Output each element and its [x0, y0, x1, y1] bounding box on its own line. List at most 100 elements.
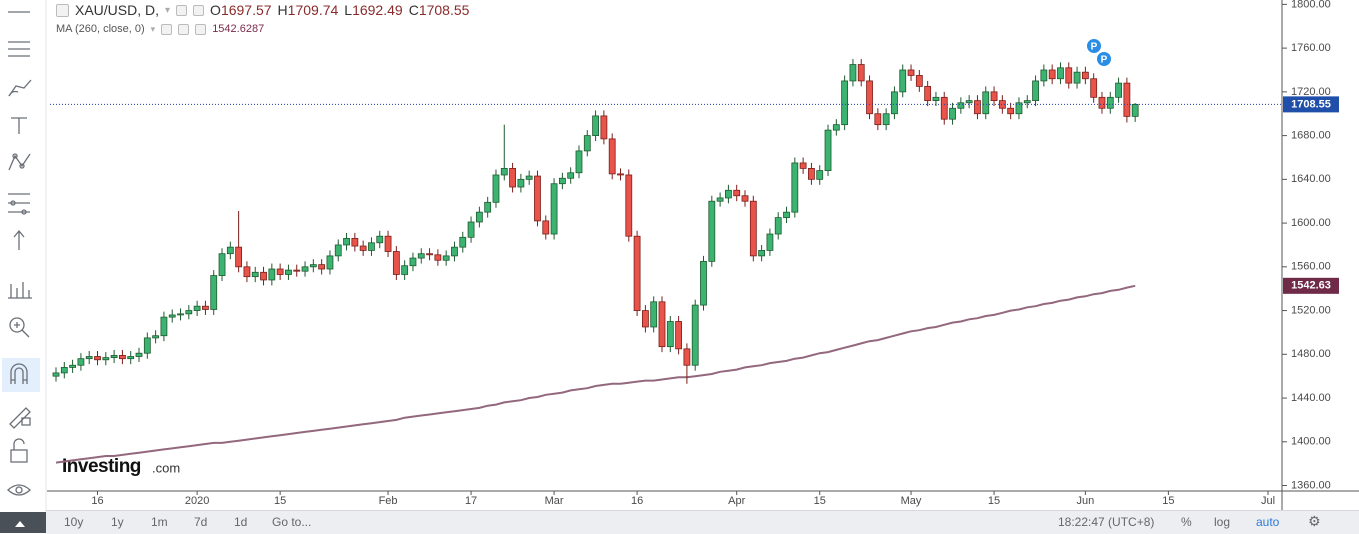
magnet-tool[interactable]: [10, 363, 28, 384]
x-tick-label: 15: [274, 495, 286, 507]
candle-body: [832, 124, 840, 131]
text-tool[interactable]: [11, 117, 27, 134]
candle-body: [658, 301, 666, 348]
candle-body: [849, 64, 857, 82]
candle-body: [143, 337, 151, 354]
goto-button[interactable]: Go to...: [272, 515, 312, 529]
y-tick-label: 1440.00: [1291, 392, 1331, 404]
lock-tool[interactable]: [10, 438, 28, 463]
candle-body: [60, 367, 68, 374]
fib-tool[interactable]: [8, 193, 30, 215]
event-marker[interactable]: [1097, 52, 1111, 66]
indicator-header: MA (260, close, 0) ▾ 1542.6287: [56, 23, 264, 35]
settings-button[interactable]: [178, 23, 190, 35]
visibility-button[interactable]: [161, 23, 173, 35]
ohlc-value: 1697.57: [220, 2, 272, 18]
candle-body: [409, 257, 417, 267]
eye-tool[interactable]: [7, 484, 31, 496]
y-tick-label: 1480.00: [1291, 348, 1331, 360]
candle-body: [766, 233, 774, 251]
candle-body: [127, 356, 135, 360]
candle-body: [202, 305, 209, 310]
x-tick-label: Apr: [728, 495, 745, 507]
last-price-label: 1708.55: [1291, 98, 1331, 110]
candle-body: [733, 189, 741, 197]
range-button[interactable]: 10y: [64, 515, 84, 529]
lock-drawing-tool[interactable]: [9, 407, 31, 429]
toolbar-collapse[interactable]: [0, 512, 46, 533]
candle-body: [351, 237, 359, 247]
log-toggle[interactable]: log: [1214, 515, 1231, 529]
range-button[interactable]: 1d: [234, 515, 248, 529]
range-button[interactable]: 1m: [151, 515, 168, 529]
candle-body: [600, 115, 608, 140]
zoom-tool[interactable]: [9, 317, 30, 338]
y-tick-label: 1800.00: [1291, 0, 1331, 10]
collapse-icon: [15, 521, 25, 527]
candle-body: [451, 246, 458, 257]
candle-body: [326, 255, 334, 270]
candle-body: [857, 64, 865, 82]
dropdown-caret[interactable]: ▾: [165, 4, 171, 16]
last-price-tag: [1283, 96, 1339, 113]
ma-tag: [1283, 277, 1339, 294]
candle-body: [891, 91, 898, 115]
pattern-tool[interactable]: [8, 153, 31, 171]
close-button[interactable]: [195, 23, 207, 35]
candle-body: [774, 217, 782, 235]
ohlc-low: L1692.49: [344, 2, 402, 18]
candle-body: [866, 80, 873, 115]
candle-body: [758, 250, 766, 257]
candle-body: [318, 264, 326, 270]
close-button[interactable]: [193, 4, 205, 16]
candle-body: [965, 100, 973, 104]
x-tick-label: 15: [988, 495, 1000, 507]
x-tick-label: 2020: [185, 495, 209, 507]
candle-body: [442, 255, 450, 261]
candle-body: [168, 314, 176, 318]
x-tick-label: 15: [1162, 495, 1174, 507]
percent-toggle[interactable]: %: [1181, 515, 1192, 529]
arrow-tool[interactable]: [13, 229, 25, 250]
candle-body: [841, 80, 849, 126]
ohlc-high: H1709.74: [278, 2, 339, 18]
candle-body: [185, 310, 193, 315]
event-marker[interactable]: [1087, 39, 1101, 53]
candle-body: [69, 364, 77, 368]
candle-body: [218, 253, 226, 276]
dropdown-caret[interactable]: ▾: [150, 23, 156, 34]
candle-body: [1131, 103, 1139, 117]
measure-tool[interactable]: [8, 282, 32, 299]
chart-title: XAU/USD, D,: [75, 2, 160, 18]
candle-body: [725, 189, 732, 199]
y-tick-label: 1400.00: [1291, 436, 1331, 448]
ohlc-letter: C: [408, 2, 419, 18]
settings-button[interactable]: ⚙: [1308, 513, 1321, 529]
event-marker-label: P: [1091, 42, 1098, 53]
candle-body: [1048, 69, 1056, 80]
candle-body: [276, 268, 284, 275]
candle-body: [417, 253, 425, 259]
candle-body: [691, 304, 699, 366]
collapse-button[interactable]: [56, 3, 69, 17]
logo-suffix: .com: [152, 460, 180, 475]
candle-body: [293, 269, 301, 272]
candle-body: [974, 100, 981, 115]
candle-body: [683, 348, 691, 366]
brush-tool[interactable]: [8, 79, 32, 97]
indicator-name: MA (260, close, 0): [56, 23, 145, 35]
candle-body: [558, 177, 566, 185]
lines-tool[interactable]: [8, 41, 30, 57]
auto-toggle[interactable]: auto: [1256, 515, 1280, 529]
candle-body: [799, 162, 807, 169]
candle-body: [633, 235, 641, 311]
range-button[interactable]: 1y: [111, 515, 124, 529]
candle-body: [700, 260, 707, 306]
y-tick-label: 1560.00: [1291, 261, 1331, 273]
range-button[interactable]: 7d: [194, 515, 208, 529]
candle-body: [119, 355, 126, 360]
ohlc-letter: H: [277, 2, 288, 18]
candle-body: [434, 254, 442, 261]
settings-button[interactable]: [176, 4, 188, 16]
